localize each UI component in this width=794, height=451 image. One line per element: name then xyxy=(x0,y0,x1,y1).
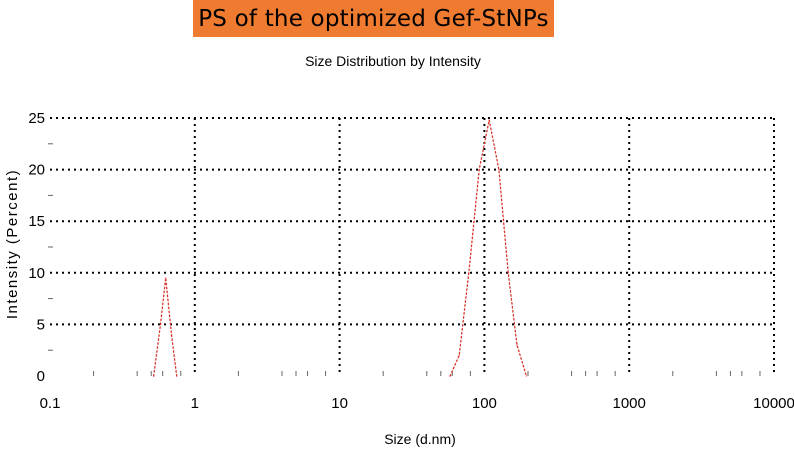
data-point xyxy=(467,272,470,274)
y-tick-label: 5 xyxy=(37,316,45,333)
x-tick-label: 100 xyxy=(472,395,497,412)
data-point xyxy=(449,375,451,377)
x-tick-label: 1000 xyxy=(613,395,646,412)
chart-title: Size Distribution by Intensity xyxy=(305,53,481,69)
data-point xyxy=(164,277,167,279)
data-point xyxy=(525,375,528,377)
data-point xyxy=(170,333,173,336)
data-point xyxy=(516,344,518,346)
y-tick-label: 25 xyxy=(28,110,45,127)
x-tick-label: 1 xyxy=(191,395,199,412)
y-tick-label: 10 xyxy=(28,265,45,282)
data-point xyxy=(458,354,461,357)
banner-title: PS of the optimized Gef-StNPs xyxy=(198,5,549,32)
x-tick-label: 10000 xyxy=(753,395,794,412)
y-axis-label: Intensity (Percent) xyxy=(4,169,21,319)
data-point xyxy=(159,323,162,326)
data-point xyxy=(152,375,155,377)
data-point xyxy=(478,168,480,171)
data-point xyxy=(507,272,509,274)
grid-lines xyxy=(50,117,775,376)
x-tick-label: 0.1 xyxy=(40,395,61,412)
tick-labels: 0 5 10 15 20 25 0.1 1 10 100 1000 10000 xyxy=(28,110,794,412)
data-point xyxy=(488,119,491,121)
series-line-0-0 xyxy=(153,277,178,377)
data-point xyxy=(175,375,178,377)
y-tick-label: 15 xyxy=(28,213,45,230)
series-layer xyxy=(152,119,528,377)
y-tick-label: 0 xyxy=(37,368,45,385)
data-point xyxy=(498,168,500,171)
x-axis-label: Size (d.nm) xyxy=(384,431,456,447)
series-line-0-1 xyxy=(449,119,528,377)
minor-ticks xyxy=(48,143,761,376)
y-tick-label: 20 xyxy=(28,162,45,179)
title-banner: PS of the optimized Gef-StNPs xyxy=(193,0,554,37)
x-tick-label: 10 xyxy=(331,395,348,412)
